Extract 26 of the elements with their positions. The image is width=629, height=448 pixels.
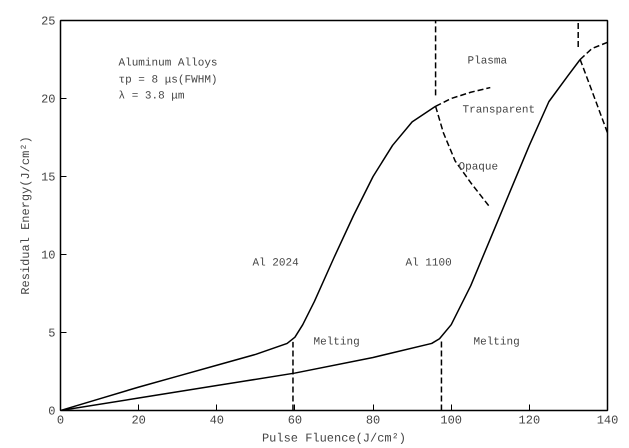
y-axis-title: Residual Energy(J/cm²) <box>19 136 34 295</box>
annotation: Opaque <box>458 162 498 174</box>
y-tick-label: 0 <box>48 404 56 418</box>
x-tick-label: 120 <box>518 414 540 428</box>
x-tick-label: 60 <box>288 414 302 428</box>
y-tick-label: 25 <box>41 14 56 28</box>
x-tick-label: 100 <box>440 414 462 428</box>
y-tick-label: 15 <box>41 170 56 184</box>
y-tick-label: 20 <box>41 92 56 106</box>
annotation: τp = 8 μs(FWHM) <box>118 74 218 86</box>
y-tick-label: 5 <box>48 326 56 340</box>
x-tick-label: 0 <box>56 414 64 428</box>
annotation: λ = 3.8 μm <box>118 90 185 102</box>
annotation: Melting <box>474 336 520 348</box>
x-tick-label: 20 <box>131 414 146 428</box>
annotation: Al 2024 <box>252 258 300 270</box>
x-tick-label: 80 <box>366 414 380 428</box>
annotation: Transparent <box>462 104 536 116</box>
annotation: Aluminum Alloys <box>118 58 218 70</box>
annotation: Al 1100 <box>406 258 452 270</box>
annotation: Plasma <box>468 56 508 68</box>
x-axis-title: Pulse Fluence(J/cm²) <box>262 432 406 446</box>
x-tick-label: 40 <box>210 414 224 428</box>
x-tick-label: 140 <box>596 414 618 428</box>
annotation: Melting <box>314 336 360 348</box>
y-tick-label: 10 <box>41 248 56 262</box>
